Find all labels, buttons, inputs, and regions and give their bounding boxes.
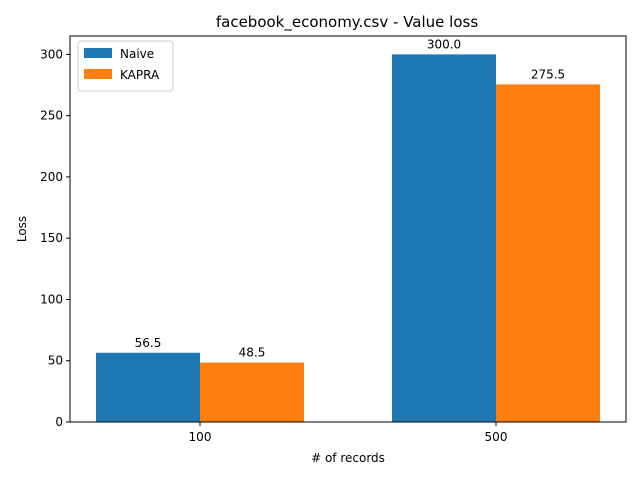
legend-label-naive: Naive [120,47,154,61]
legend-swatch-naive [84,48,112,58]
y-tick-label: 150 [40,231,63,245]
chart-title: facebook_economy.csv - Value loss [216,13,478,32]
y-tick-label: 250 [40,109,63,123]
bars-group [96,54,600,423]
y-tick-label: 0 [55,415,63,429]
y-tick-label: 300 [40,47,63,61]
x-tick-label: 100 [189,430,212,444]
data-label-kapra-100: 48.5 [239,346,266,360]
y-tick-label: 50 [48,354,63,368]
data-label-naive-100: 56.5 [135,336,162,350]
x-axis: 100 500 [189,422,508,444]
legend: Naive KAPRA [77,40,174,92]
x-tick-label: 500 [485,430,508,444]
bar-naive-100 [96,352,200,422]
data-labels-group: 56.5 300.0 48.5 275.5 [135,37,566,359]
y-axis-label: Loss [15,216,29,242]
plot-frame [69,35,627,423]
bar-kapra-500 [496,84,600,423]
y-axis: 0 50 100 150 200 250 300 [40,47,70,429]
y-tick-label: 100 [40,292,63,306]
data-label-kapra-500: 275.5 [531,67,565,81]
bar-naive-500 [392,54,496,422]
legend-swatch-kapra [84,69,112,79]
x-axis-label: # of records [311,451,385,465]
y-tick-label: 200 [40,170,63,184]
data-label-naive-500: 300.0 [427,37,461,51]
bar-kapra-100 [200,362,304,422]
legend-label-kapra: KAPRA [120,68,160,82]
